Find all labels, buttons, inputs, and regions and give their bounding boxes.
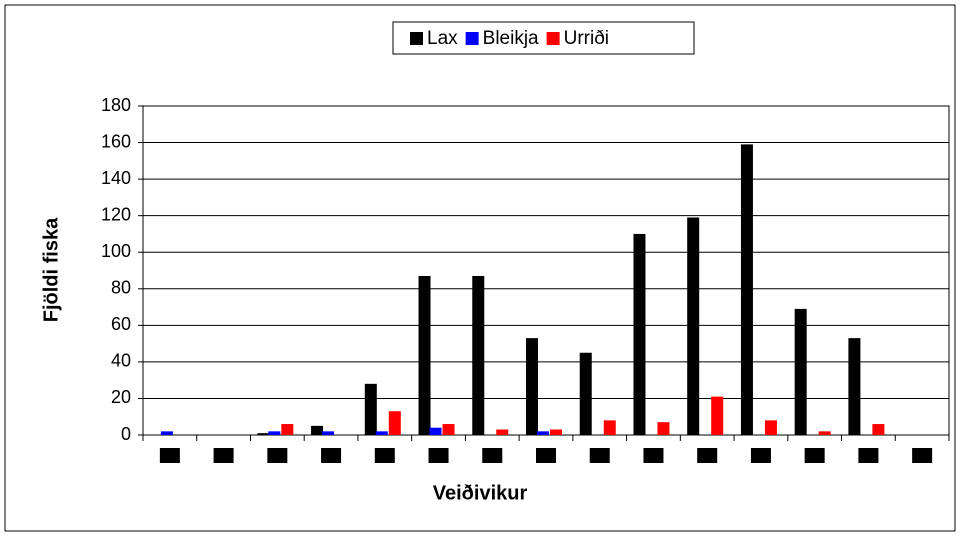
x-tick-placeholder [159, 448, 180, 463]
bar [794, 308, 807, 435]
legend-box [392, 21, 695, 55]
bar [418, 275, 431, 435]
legend-label: Urriði [564, 28, 609, 49]
bar [603, 420, 616, 435]
y-tick-label: 80 [111, 278, 131, 298]
x-tick-placeholder [858, 448, 879, 463]
x-tick-placeholder [482, 448, 503, 463]
bar [375, 431, 388, 435]
bar [322, 431, 335, 435]
bar [496, 429, 509, 435]
x-tick-placeholder [374, 448, 395, 463]
bar [364, 383, 377, 435]
legend-label: Lax [427, 28, 458, 49]
x-axis-label: Veiðivikur [433, 482, 528, 504]
legend-label: Bleikja [483, 28, 539, 49]
bar [388, 411, 401, 435]
bar [160, 431, 173, 435]
legend-swatch [465, 32, 479, 45]
x-tick-placeholder [428, 448, 449, 463]
x-tick-placeholder [697, 448, 718, 463]
y-tick-label: 160 [101, 131, 131, 151]
bar [268, 431, 281, 435]
y-tick-label: 180 [101, 95, 131, 115]
bar [429, 427, 442, 435]
x-tick-placeholder [750, 448, 771, 463]
x-tick-placeholder [589, 448, 610, 463]
bar [442, 424, 455, 435]
y-tick-label: 40 [111, 351, 131, 371]
bar [633, 233, 646, 435]
legend-swatch [546, 32, 560, 45]
legend-swatch [410, 32, 423, 45]
bar [550, 429, 562, 435]
bar [257, 433, 270, 435]
x-tick-placeholder [912, 448, 933, 463]
bar [711, 396, 724, 435]
bar [311, 425, 324, 435]
bar [872, 424, 885, 435]
y-tick-label: 20 [111, 387, 131, 407]
x-tick-placeholder [643, 448, 664, 463]
bar [526, 338, 538, 435]
x-tick-placeholder [804, 448, 825, 463]
bar [848, 338, 861, 435]
plot-area [142, 105, 950, 436]
x-tick-placeholder [321, 448, 342, 463]
y-tick-label: 100 [101, 241, 131, 261]
bar [687, 217, 700, 435]
bar [281, 424, 294, 435]
y-tick-label: 0 [121, 424, 131, 444]
bar [818, 431, 831, 435]
bar [657, 422, 670, 435]
x-tick-placeholder [213, 448, 234, 463]
y-tick-label: 60 [111, 314, 131, 334]
bar [740, 144, 753, 435]
bar [537, 431, 549, 435]
x-tick-placeholder [536, 448, 556, 463]
y-axis-label: Fjöldi fiska [40, 217, 62, 322]
bar [764, 420, 777, 435]
bar [579, 352, 592, 435]
y-tick-label: 120 [101, 204, 131, 224]
bar [472, 275, 485, 435]
x-tick-placeholder [267, 448, 288, 463]
y-tick-label: 140 [101, 168, 131, 188]
